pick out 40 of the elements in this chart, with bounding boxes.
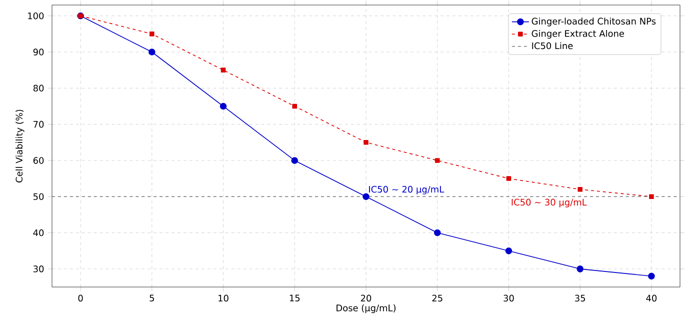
- x-tick-label: 0: [78, 294, 83, 302]
- y-tick-label: 70: [34, 120, 44, 128]
- point: [506, 176, 512, 181]
- point: [220, 68, 226, 72]
- y-tick-label: 80: [33, 84, 44, 92]
- point: [576, 266, 584, 272]
- point: [220, 102, 227, 110]
- point: [505, 247, 512, 254]
- x-tick-label: 15: [290, 294, 300, 302]
- point: [150, 32, 154, 36]
- annotation: IC50 ~ 30 µg/mL: [512, 198, 587, 208]
- x-tick-label: 25: [432, 294, 442, 302]
- x-tick-label: 35: [575, 294, 586, 302]
- y-tick-label: 90: [33, 48, 44, 56]
- y-tick-label: 40: [33, 229, 44, 236]
- y-tick-label: 30: [34, 266, 44, 272]
- y-axis-title: Cell Viability (%): [16, 110, 24, 182]
- point: [362, 193, 370, 200]
- point: [434, 229, 441, 236]
- point: [292, 104, 298, 109]
- point: [364, 140, 368, 145]
- x-tick-label: 20: [360, 294, 372, 302]
- x-tick-label: 5: [150, 294, 154, 302]
- x-tick-label: 10: [218, 294, 228, 302]
- y-tick-label: 100: [28, 12, 44, 20]
- legend-label: IC50 Line: [532, 42, 573, 50]
- legend-label: Ginger Extract Alone: [532, 30, 624, 39]
- x-axis-title: Dose (µg/mL): [336, 304, 396, 314]
- point: [434, 158, 440, 163]
- point: [648, 272, 655, 280]
- annotation: IC50 ~ 20 µg/mL: [369, 186, 444, 194]
- x-tick-label: 40: [646, 294, 657, 302]
- point: [649, 194, 654, 200]
- legend-label: Ginger-loaded Chitosan NPs: [532, 18, 656, 26]
- y-tick-label: 50: [34, 193, 44, 200]
- point: [148, 48, 156, 56]
- x-tick-label: 30: [504, 294, 514, 302]
- y-tick-label: 60: [33, 157, 44, 164]
- point: [578, 186, 582, 192]
- point: [291, 157, 298, 164]
